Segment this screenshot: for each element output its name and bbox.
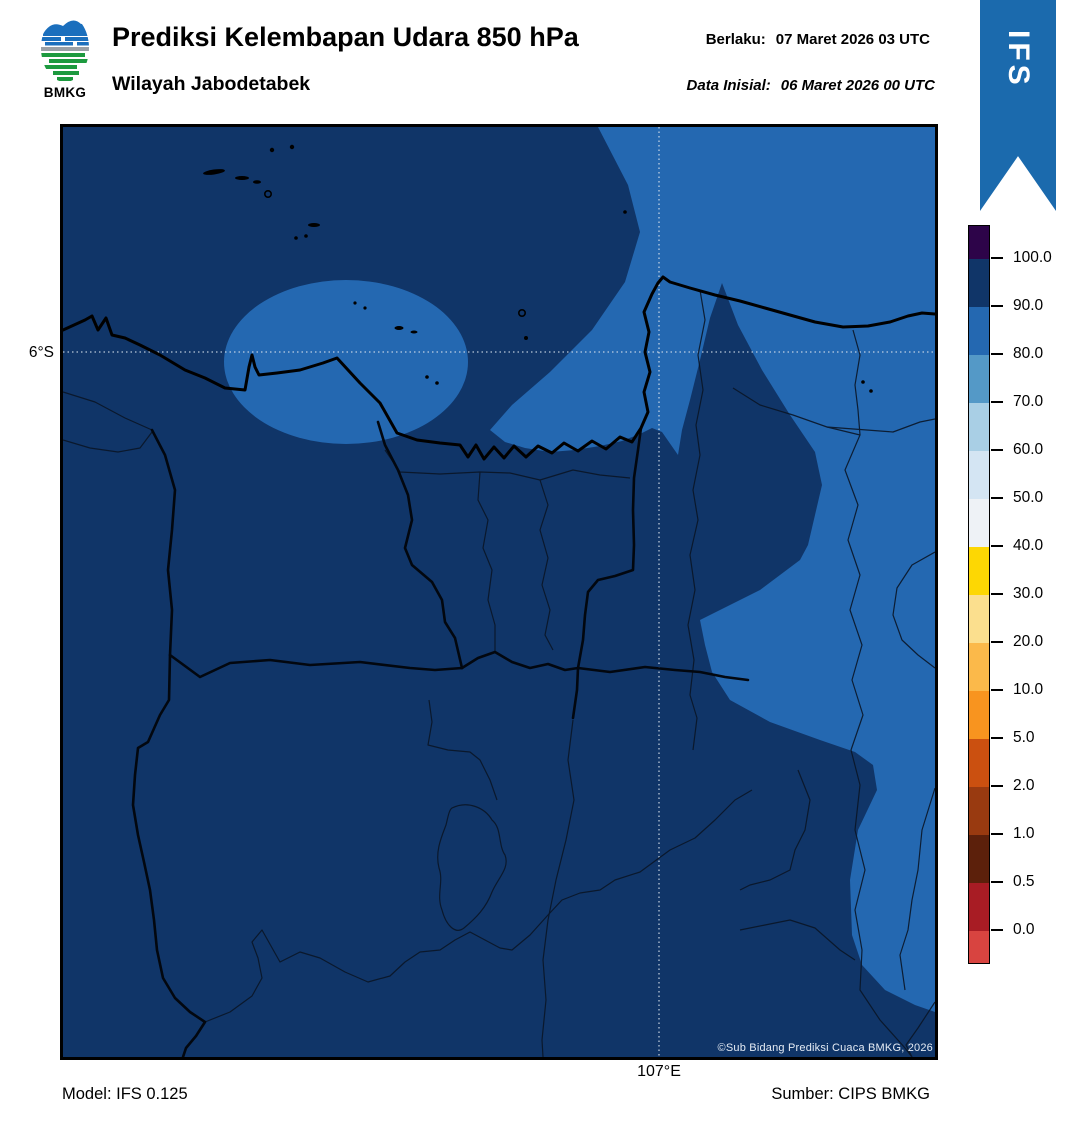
colorbar-tick-label: 5.0 — [1013, 729, 1035, 746]
humidity-band-80-90 — [224, 127, 935, 1012]
colorbar-segment — [969, 547, 989, 595]
colorbar-tick-label: 80.0 — [1013, 345, 1044, 362]
colorbar-tick — [991, 832, 1003, 836]
colorbar-tick-label: 50.0 — [1013, 489, 1044, 506]
colorbar-segment — [969, 307, 989, 355]
model-ribbon-label: IFS — [1002, 30, 1035, 89]
colorbar-tick-label: 0.0 — [1013, 921, 1035, 938]
page-title: Prediksi Kelembapan Udara 850 hPa — [112, 22, 579, 52]
colorbar-segment — [969, 739, 989, 787]
map-canvas: ©Sub Bidang Prediksi Cuaca BMKG, 2026 — [60, 124, 938, 1060]
map-copyright: ©Sub Bidang Prediksi Cuaca BMKG, 2026 — [717, 1042, 933, 1054]
colorbar-tick-label: 60.0 — [1013, 441, 1044, 458]
model-ribbon: IFS — [980, 0, 1056, 211]
bmkg-logo: BMKG — [39, 12, 91, 104]
lon-tick-label: 107°E — [637, 1063, 681, 1080]
colorbar-tick-label: 90.0 — [1013, 297, 1044, 314]
colorbar-segment — [969, 835, 989, 883]
colorbar-tick-label: 2.0 — [1013, 777, 1035, 794]
colorbar-tick-label: 20.0 — [1013, 633, 1044, 650]
colorbar-segment — [969, 259, 989, 307]
colorbar-tick — [991, 784, 1003, 788]
colorbar-segment — [969, 643, 989, 691]
initial-data-value: 06 Maret 2026 00 UTC — [780, 77, 935, 94]
colorbar-tick — [991, 640, 1003, 644]
valid-time-label: Berlaku: — [705, 31, 766, 48]
colorbar-tick — [991, 400, 1003, 404]
colorbar-tick — [991, 880, 1003, 884]
colorbar-segment — [969, 226, 989, 259]
colorbar-tick — [991, 256, 1003, 260]
colorbar-tick — [991, 304, 1003, 308]
lake-outline — [437, 804, 507, 931]
colorbar-segment — [969, 355, 989, 403]
colorbar-tick-label: 70.0 — [1013, 393, 1044, 410]
humidity-map — [63, 127, 935, 1057]
colorbar: 100.0 90.0 80.0 70.0 60.0 50.0 40.0 30.0 20.0 10.… — [968, 225, 1080, 965]
colorbar-segment — [969, 931, 989, 963]
colorbar-tick-label: 100.0 — [1013, 249, 1052, 266]
colorbar-segment — [969, 691, 989, 739]
colorbar-segment — [969, 499, 989, 547]
colorbar-tick-label: 10.0 — [1013, 681, 1044, 698]
graticule — [63, 127, 935, 1057]
colorbar-tick — [991, 736, 1003, 740]
colorbar-segment — [969, 883, 989, 931]
colorbar-segment — [969, 451, 989, 499]
colorbar-tick — [991, 544, 1003, 548]
islands — [203, 144, 873, 393]
coastline — [63, 275, 935, 461]
colorbar-segment — [969, 403, 989, 451]
colorbar-tick — [991, 496, 1003, 500]
footer-model-text: Model: IFS 0.125 — [62, 1085, 188, 1103]
valid-time-line: Berlaku: 07 Maret 2026 03 UTC — [706, 31, 930, 48]
colorbar-tick-label: 0.5 — [1013, 873, 1035, 890]
bmkg-logo-label: BMKG — [43, 85, 87, 100]
colorbar-segment — [969, 787, 989, 835]
bmkg-logo-icon — [41, 14, 89, 82]
colorbar-tick-label: 30.0 — [1013, 585, 1044, 602]
initial-data-line: Data Inisial: 06 Maret 2026 00 UTC — [687, 77, 935, 94]
page-subtitle: Wilayah Jabodetabek — [112, 73, 311, 95]
colorbar-tick — [991, 688, 1003, 692]
colorbar-tick — [991, 592, 1003, 596]
colorbar-bar — [968, 225, 990, 964]
admin-boundaries-thick — [131, 420, 750, 1057]
initial-data-label: Data Inisial: — [686, 77, 771, 94]
colorbar-tick — [991, 448, 1003, 452]
colorbar-tick-label: 1.0 — [1013, 825, 1035, 842]
valid-time-value: 07 Maret 2026 03 UTC — [775, 31, 930, 48]
colorbar-tick — [991, 928, 1003, 932]
admin-boundaries-thin — [63, 289, 935, 1057]
colorbar-tick-label: 40.0 — [1013, 537, 1044, 554]
colorbar-tick — [991, 352, 1003, 356]
colorbar-segment — [969, 595, 989, 643]
lat-tick-label: 6°S — [28, 344, 54, 361]
footer-source-text: Sumber: CIPS BMKG — [771, 1085, 930, 1103]
